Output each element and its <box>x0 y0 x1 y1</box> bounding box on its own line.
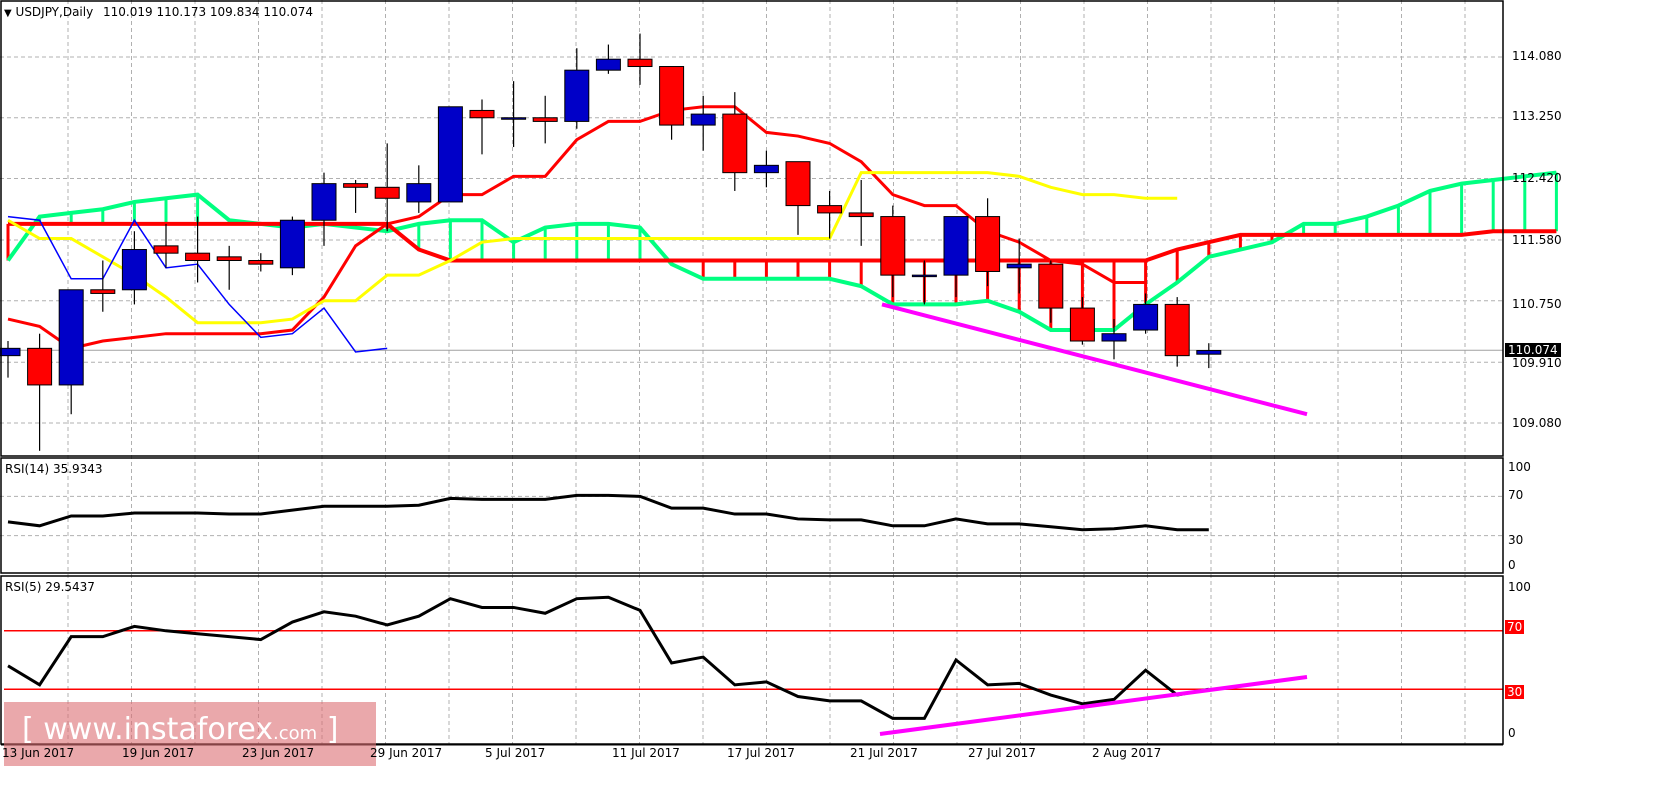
price-label: 111.580 <box>1512 233 1562 247</box>
date-label: 2 Aug 2017 <box>1092 746 1162 760</box>
watermark-bracket: ] <box>317 712 339 747</box>
collapse-triangle-icon[interactable]: ▼ <box>4 8 12 19</box>
watermark-suffix: .com <box>273 723 318 744</box>
symbol-timeframe: USDJPY,Daily <box>15 5 94 19</box>
rsi5-label: RSI(5) 29.5437 <box>5 580 95 594</box>
rsi5-axis-label: 0 <box>1508 726 1516 740</box>
rsi14-label: RSI(14) 35.9343 <box>5 462 103 476</box>
current-price-tag: 110.074 <box>1505 343 1561 357</box>
date-label: 5 Jul 2017 <box>485 746 546 760</box>
date-label: 27 Jul 2017 <box>968 746 1036 760</box>
panel-frames <box>0 0 1504 746</box>
rsi5-level-70-tag: 70 <box>1505 620 1525 634</box>
ichimoku-lines <box>7 105 1178 353</box>
ichimoku-cloud <box>6 170 1558 333</box>
ohlc-values: 110.019 110.173 109.834 110.074 <box>103 5 313 19</box>
candles <box>0 33 1222 451</box>
date-label: 13 Jun 2017 <box>2 746 75 760</box>
rsi14-axis-label: 100 <box>1508 460 1531 474</box>
watermark-bracket: [ <box>22 712 34 747</box>
price-label: 110.750 <box>1512 297 1562 311</box>
date-label: 21 Jul 2017 <box>850 746 918 760</box>
watermark-text: www.instaforex <box>33 712 274 747</box>
rsi5-axis-label: 100 <box>1508 580 1531 594</box>
rsi14-axis-label: 30 <box>1508 533 1524 547</box>
price-label: 113.250 <box>1512 109 1562 123</box>
grid <box>0 0 1503 745</box>
date-label: 23 Jun 2017 <box>242 746 315 760</box>
date-label: 19 Jun 2017 <box>122 746 195 760</box>
rsi14-axis-label: 0 <box>1508 558 1516 572</box>
date-label: 29 Jun 2017 <box>370 746 443 760</box>
rsi14-axis-label: 70 <box>1508 488 1524 502</box>
date-label: 11 Jul 2017 <box>612 746 680 760</box>
price-label: 109.910 <box>1512 356 1562 370</box>
price-label: 112.420 <box>1512 171 1562 185</box>
chart-title[interactable]: ▼ USDJPY,Daily 110.019 110.173 109.834 1… <box>4 5 313 19</box>
overlay <box>4 302 1503 736</box>
price-label: 109.080 <box>1512 416 1562 430</box>
price-label: 114.080 <box>1512 49 1562 63</box>
date-label: 17 Jul 2017 <box>727 746 795 760</box>
rsi5-level-30-tag: 30 <box>1505 685 1525 699</box>
instaforex-watermark: [ www.instaforex.com ] <box>4 702 376 766</box>
